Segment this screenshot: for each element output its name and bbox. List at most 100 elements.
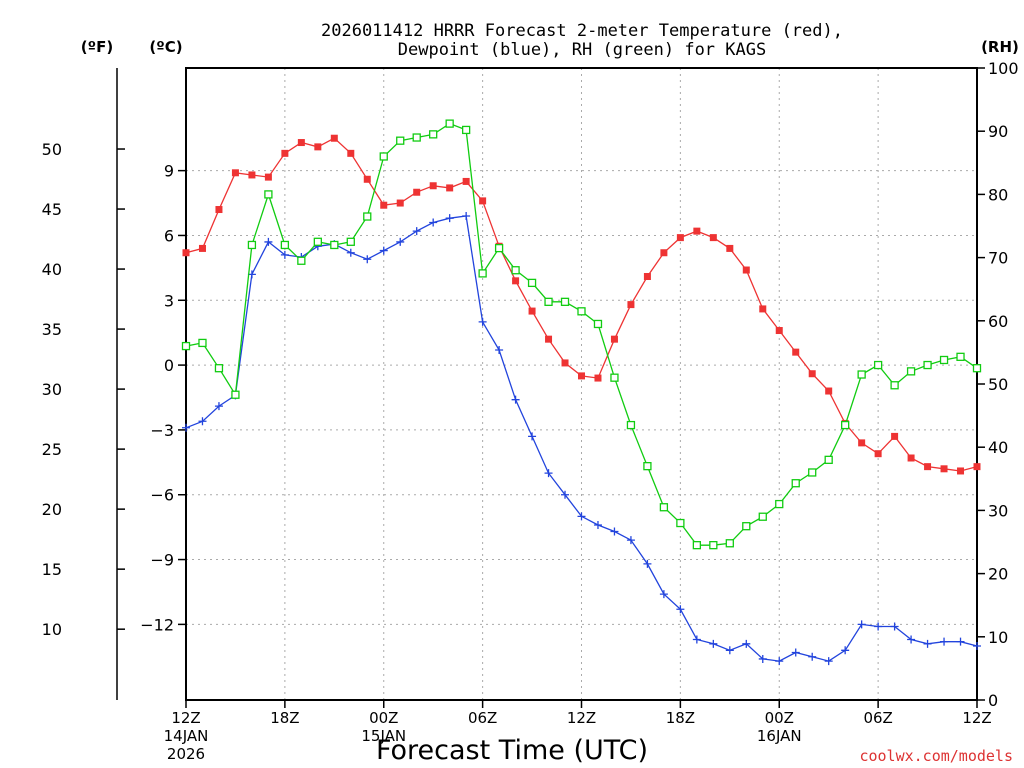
dewpoint-point: [429, 218, 438, 227]
x-date-label: 15JAN: [361, 727, 406, 745]
temperature-point: [775, 327, 783, 335]
rh-tick-label: 10: [988, 628, 1008, 647]
dewpoint-point: [577, 512, 586, 521]
temperature-point: [792, 348, 800, 356]
temperature-point: [281, 149, 289, 157]
temperature-point: [825, 387, 833, 395]
temperature-point: [693, 227, 701, 235]
rh-point: [709, 541, 718, 550]
dewpoint-point: [808, 652, 817, 661]
x-tick-label: 12Z: [567, 709, 596, 727]
dewpoint-point: [758, 654, 767, 663]
rh-tick-label: 80: [988, 185, 1008, 204]
temperature-point: [446, 184, 454, 192]
rh-point: [808, 468, 817, 477]
rh-point: [939, 355, 949, 365]
temperature-point: [528, 307, 536, 315]
rh-point: [511, 266, 520, 275]
temperature-point: [182, 249, 190, 257]
rh-point: [247, 240, 257, 250]
rh-point: [560, 297, 570, 306]
temperature-point: [413, 188, 421, 196]
dewpoint-point: [874, 622, 883, 631]
dewpoint-point: [956, 637, 965, 646]
dewpoint-point: [346, 248, 355, 257]
dewpoint-point: [478, 317, 487, 326]
rh-point: [297, 256, 306, 265]
rh-point: [396, 136, 405, 145]
celsius-tick-label: 9: [164, 162, 174, 181]
temperature-point: [248, 171, 256, 179]
temperature-point: [231, 169, 239, 177]
celsius-unit-label: (ºC): [149, 38, 182, 56]
rh-tick-label: 30: [988, 501, 1008, 520]
rh-point: [775, 499, 784, 509]
rh-point: [692, 541, 702, 550]
fahrenheit-tick-label: 40: [42, 260, 62, 279]
dewpoint-point: [214, 402, 223, 411]
temperature-point: [314, 143, 322, 151]
rh-point: [181, 341, 191, 351]
data-series: [181, 119, 982, 666]
celsius-tick-label: −3: [150, 421, 174, 440]
rh-point: [956, 352, 965, 361]
rh-point: [346, 237, 355, 246]
rh-tick-label: 60: [988, 312, 1008, 331]
temperature-point: [891, 432, 899, 440]
dewpoint-point: [890, 622, 899, 631]
temperature-point: [429, 182, 437, 190]
celsius-tick-label: 3: [164, 291, 174, 310]
fahrenheit-tick-label: 20: [42, 500, 62, 519]
rh-point: [445, 119, 454, 128]
dewpoint-point: [445, 214, 454, 223]
temperature-point: [363, 175, 371, 183]
temperature-point: [578, 372, 585, 380]
dewpoint-point: [725, 646, 734, 655]
rh-tick-label: 100: [988, 59, 1019, 78]
dewpoint-point: [528, 432, 537, 441]
temperature-point: [462, 177, 470, 185]
temperature-point: [396, 199, 404, 207]
temperature-point: [940, 465, 948, 473]
rh-point: [791, 479, 800, 488]
rh-point: [824, 455, 833, 464]
dewpoint-point: [511, 395, 520, 404]
temperature-point: [561, 359, 569, 367]
rh-point: [643, 462, 652, 471]
x-tick-label: 12Z: [171, 709, 200, 727]
x-tick-label: 12Z: [962, 709, 991, 727]
rh-point: [742, 522, 751, 531]
rh-point: [676, 518, 685, 528]
temperature-point: [924, 463, 932, 471]
temperature-point: [907, 454, 915, 462]
dewpoint-point: [643, 559, 652, 568]
fahrenheit-tick-label: 15: [42, 560, 62, 579]
dewpoint-point: [940, 637, 949, 646]
dewpoint-point: [182, 423, 190, 432]
celsius-tick-label: −9: [150, 551, 174, 570]
rh-point: [544, 297, 553, 306]
celsius-tick-label: −6: [150, 486, 174, 505]
temperature-point: [297, 139, 305, 147]
temperature-point: [726, 244, 734, 252]
temperature-point: [676, 234, 684, 242]
x-date-label: 16JAN: [757, 727, 802, 745]
rh-point: [412, 133, 421, 142]
rh-point: [972, 364, 982, 373]
rh-point: [264, 190, 273, 199]
credit-link[interactable]: coolwx.com/models: [859, 747, 1013, 765]
temperature-point: [347, 149, 355, 157]
temperature-point: [198, 244, 206, 252]
fahrenheit-tick-label: 25: [42, 440, 62, 459]
rh-point: [593, 319, 603, 329]
fahrenheit-tick-label: 35: [42, 320, 62, 339]
dewpoint-point: [973, 641, 981, 650]
temperature-point: [610, 335, 618, 343]
temperature-point: [627, 301, 635, 309]
rh-tick-label: 90: [988, 122, 1008, 141]
dewpoint-point: [709, 639, 718, 648]
temperature-point: [709, 234, 717, 242]
rh-unit-label: (RH): [981, 38, 1019, 56]
temperature-point: [479, 197, 487, 205]
